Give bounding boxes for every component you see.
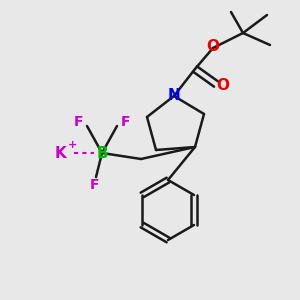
Text: +: + [68, 140, 77, 150]
Text: O: O [206, 39, 220, 54]
Text: F: F [74, 115, 83, 128]
Text: B: B [96, 146, 108, 160]
Text: N: N [168, 88, 180, 104]
Text: F: F [121, 115, 130, 128]
Text: K: K [54, 146, 66, 160]
Text: O: O [216, 78, 229, 93]
Text: F: F [90, 178, 99, 192]
